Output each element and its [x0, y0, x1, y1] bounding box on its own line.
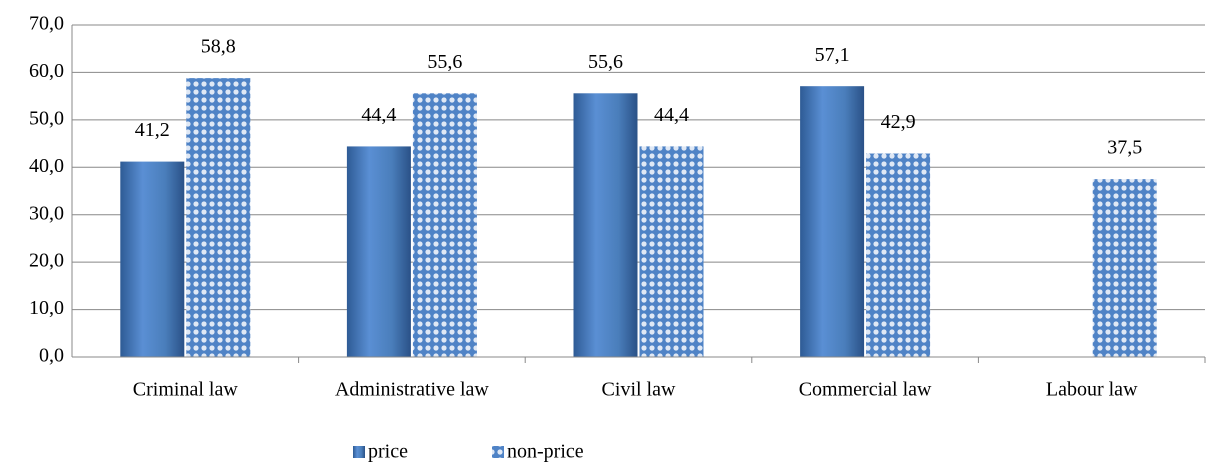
legend-swatch: [492, 446, 504, 458]
y-tick-label: 40,0: [29, 155, 64, 177]
bar: [800, 86, 865, 357]
bar: [346, 146, 411, 357]
x-tick-label: Commercial law: [799, 379, 932, 401]
bar: [573, 93, 638, 357]
x-tick-label: Criminal law: [133, 379, 239, 401]
value-label: 57,1: [815, 44, 850, 66]
x-tick-label: Administrative law: [335, 379, 489, 401]
y-tick-label: 50,0: [29, 107, 64, 129]
x-tick-label: Labour law: [1046, 379, 1138, 401]
value-label: 44,4: [361, 104, 396, 126]
value-label: 37,5: [1107, 137, 1142, 159]
y-tick-label: 0,0: [39, 345, 64, 367]
bar: [186, 78, 251, 358]
bar: [639, 146, 704, 357]
value-label: 44,4: [654, 104, 689, 126]
legend-swatch: [353, 446, 365, 458]
value-label: 42,9: [881, 111, 916, 133]
y-tick-label: 20,0: [29, 250, 64, 272]
y-tick-label: 30,0: [29, 202, 64, 224]
bar: [1092, 179, 1157, 357]
value-label: 58,8: [201, 36, 236, 58]
y-tick-label: 10,0: [29, 297, 64, 319]
bar: [866, 153, 931, 357]
legend-label: non-price: [507, 441, 584, 463]
y-tick-label: 60,0: [29, 60, 64, 82]
x-tick-label: Civil law: [602, 379, 676, 401]
legend-label: price: [368, 441, 408, 463]
value-label: 41,2: [135, 119, 170, 141]
bar: [412, 93, 477, 357]
value-label: 55,6: [588, 51, 623, 73]
value-label: 55,6: [427, 51, 462, 73]
y-tick-label: 70,0: [29, 13, 64, 35]
bar: [120, 161, 185, 357]
